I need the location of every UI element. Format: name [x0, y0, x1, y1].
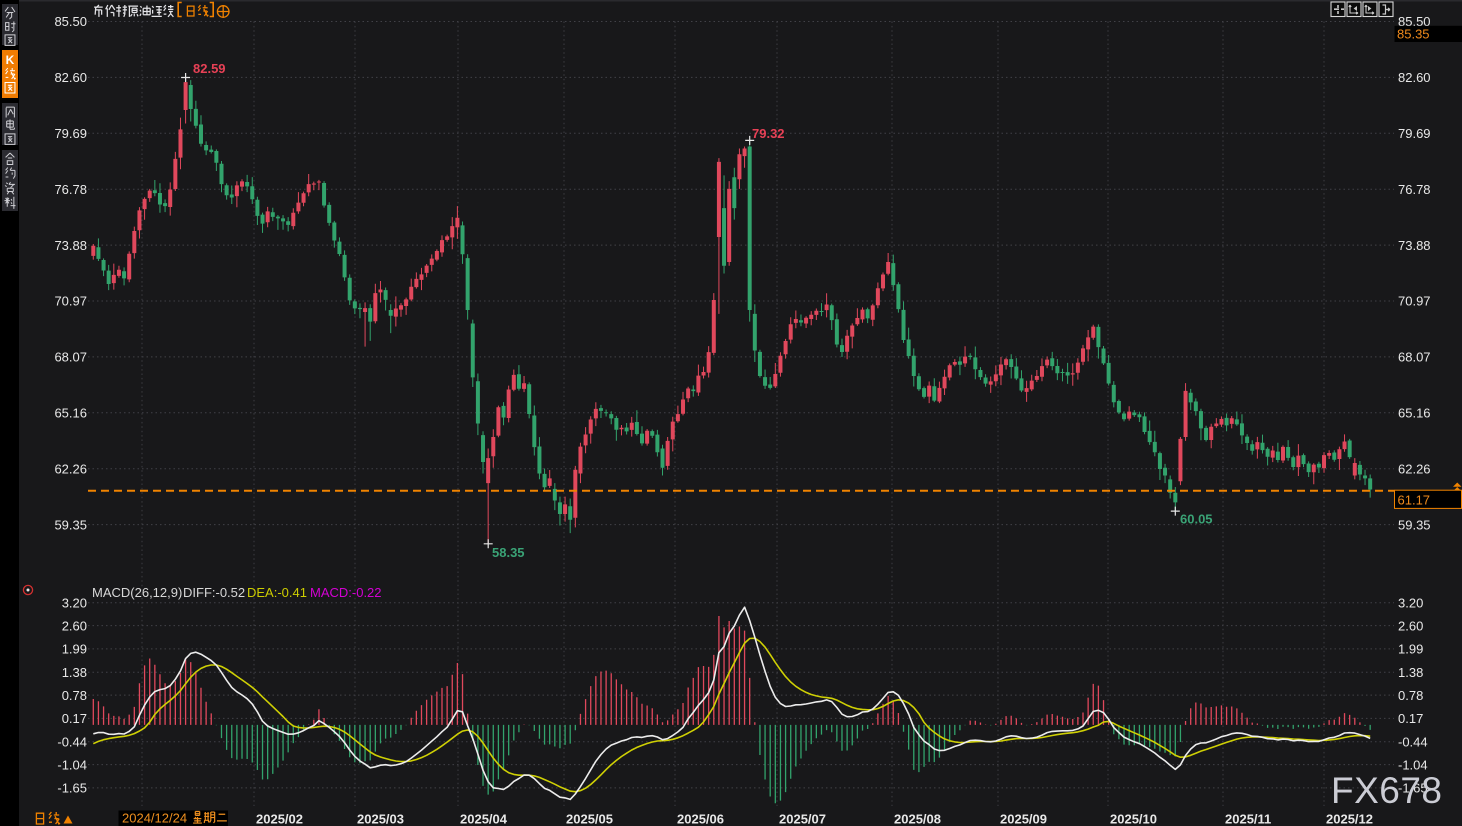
svg-text:1.99: 1.99 [1398, 642, 1423, 657]
svg-text:73.88: 73.88 [1398, 238, 1431, 253]
svg-text:1.38: 1.38 [1398, 665, 1423, 680]
svg-text:-1.04: -1.04 [57, 757, 87, 772]
svg-text:0.78: 0.78 [62, 688, 87, 703]
svg-text:DEA:-0.41: DEA:-0.41 [247, 585, 307, 600]
svg-text:59.35: 59.35 [54, 517, 87, 532]
svg-text:82.59: 82.59 [193, 61, 226, 76]
svg-text:65.16: 65.16 [1398, 406, 1431, 421]
svg-text:2025/04: 2025/04 [460, 812, 508, 826]
svg-text:79.32: 79.32 [752, 126, 785, 141]
svg-text:0.17: 0.17 [62, 711, 87, 726]
svg-text:85.50: 85.50 [54, 14, 87, 29]
svg-text:2025/08: 2025/08 [894, 812, 941, 826]
svg-text:62.26: 62.26 [54, 461, 87, 476]
svg-text:3.20: 3.20 [62, 595, 87, 610]
svg-text:70.97: 70.97 [54, 294, 87, 309]
svg-text:73.88: 73.88 [54, 238, 87, 253]
svg-text:-1.65: -1.65 [1398, 781, 1428, 796]
svg-text:61.17: 61.17 [1398, 492, 1431, 507]
svg-text:2025/12: 2025/12 [1326, 812, 1373, 826]
svg-text:85.35: 85.35 [1397, 27, 1430, 42]
svg-text:-0.44: -0.44 [57, 734, 87, 749]
svg-text:82.60: 82.60 [1398, 70, 1431, 85]
svg-text:2025/05: 2025/05 [566, 812, 613, 826]
svg-text:2025/10: 2025/10 [1110, 812, 1157, 826]
svg-text:65.16: 65.16 [54, 406, 87, 421]
svg-text:60.05: 60.05 [1180, 512, 1213, 527]
svg-text:68.07: 68.07 [54, 350, 87, 365]
svg-text:MACD:-0.22: MACD:-0.22 [310, 585, 382, 600]
svg-text:FX678: FX678 [1331, 770, 1443, 811]
svg-text:79.69: 79.69 [1398, 126, 1431, 141]
svg-text:79.69: 79.69 [54, 126, 87, 141]
svg-text:58.35: 58.35 [492, 545, 525, 560]
svg-text:1.99: 1.99 [62, 642, 87, 657]
svg-text:2024/12/24: 2024/12/24 [122, 811, 187, 826]
svg-text:-0.44: -0.44 [1398, 734, 1428, 749]
svg-text:2.60: 2.60 [62, 618, 87, 633]
svg-text:76.78: 76.78 [1398, 182, 1431, 197]
svg-text:2025/06: 2025/06 [677, 812, 724, 826]
svg-text:K: K [6, 53, 15, 67]
svg-text:82.60: 82.60 [54, 70, 87, 85]
svg-text:DIFF:-0.52: DIFF:-0.52 [183, 585, 245, 600]
svg-text:0.78: 0.78 [1398, 688, 1423, 703]
svg-text:85.50: 85.50 [1398, 14, 1431, 29]
svg-text:3.20: 3.20 [1398, 595, 1423, 610]
svg-text:2025/11: 2025/11 [1225, 812, 1271, 826]
svg-text:-1.04: -1.04 [1398, 757, 1428, 772]
svg-text:1.38: 1.38 [62, 665, 87, 680]
svg-text:2025/07: 2025/07 [779, 812, 826, 826]
svg-text:70.97: 70.97 [1398, 294, 1431, 309]
svg-text:2.60: 2.60 [1398, 618, 1423, 633]
svg-text:59.35: 59.35 [1398, 517, 1431, 532]
svg-text:2025/09: 2025/09 [1000, 812, 1047, 826]
svg-text:76.78: 76.78 [54, 182, 87, 197]
svg-text:2025/02: 2025/02 [256, 812, 303, 826]
svg-text:MACD(26,12,9): MACD(26,12,9) [92, 585, 182, 600]
svg-text:-1.65: -1.65 [57, 781, 87, 796]
svg-text:0.17: 0.17 [1398, 711, 1423, 726]
svg-text:62.26: 62.26 [1398, 461, 1431, 476]
svg-text:2025/03: 2025/03 [357, 812, 404, 826]
svg-text:68.07: 68.07 [1398, 350, 1431, 365]
